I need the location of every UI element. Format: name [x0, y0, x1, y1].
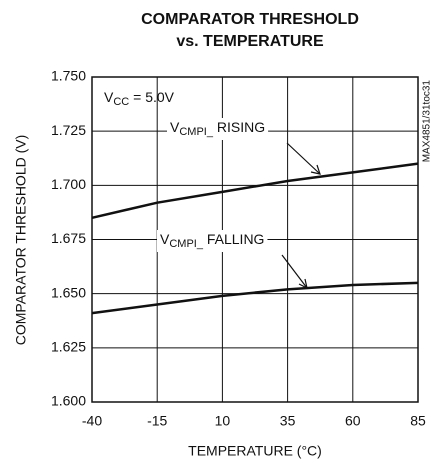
series-line — [91, 162, 419, 220]
y-tick-label: 1.700 — [51, 176, 86, 192]
annotation: VCC = 5.0V — [104, 89, 175, 108]
annotation-main: V — [170, 119, 180, 135]
x-tick-label: -15 — [147, 413, 167, 429]
series-line — [91, 281, 419, 315]
x-axis-label: TEMPERATURE (°C) — [188, 443, 322, 459]
y-tick-label: 1.625 — [51, 339, 86, 355]
x-tick-label: 85 — [410, 413, 426, 429]
annotation-bg — [167, 118, 269, 140]
annotation-main: V — [104, 89, 114, 105]
annotation-sub: CMPI_ — [179, 126, 214, 138]
figure-code: MAX4851/31toc31 — [422, 80, 433, 163]
arrows — [281, 142, 321, 290]
x-tick-label: 35 — [280, 413, 296, 429]
chart-title: vs. TEMPERATURE — [176, 33, 324, 50]
chart-title: COMPARATOR THRESHOLD — [141, 11, 359, 28]
annotation-sub: CC — [113, 96, 129, 108]
annotation-bg — [157, 230, 268, 252]
y-tick-label: 1.675 — [51, 230, 86, 246]
y-tick-label: 1.650 — [51, 284, 86, 300]
annotation-rest: FALLING — [203, 231, 264, 247]
annotation-rest: RISING — [213, 119, 265, 135]
y-tick-label: 1.600 — [51, 393, 86, 409]
y-axis-label: COMPARATOR THRESHOLD (V) — [13, 135, 29, 346]
annotation: VCMPI_ FALLING — [160, 231, 264, 250]
annotation: VCMPI_ RISING — [170, 119, 265, 138]
plot-frame — [91, 76, 419, 403]
y-tick-label: 1.725 — [51, 122, 86, 138]
x-tick-label: 10 — [215, 413, 231, 429]
y-tick-label: 1.750 — [51, 68, 86, 84]
x-tick-label: 60 — [345, 413, 361, 429]
annotation-main: V — [160, 231, 170, 247]
annotation-sub: CMPI_ — [169, 238, 204, 250]
x-tick-label: -40 — [82, 413, 102, 429]
annotation-rest: = 5.0V — [129, 89, 174, 105]
